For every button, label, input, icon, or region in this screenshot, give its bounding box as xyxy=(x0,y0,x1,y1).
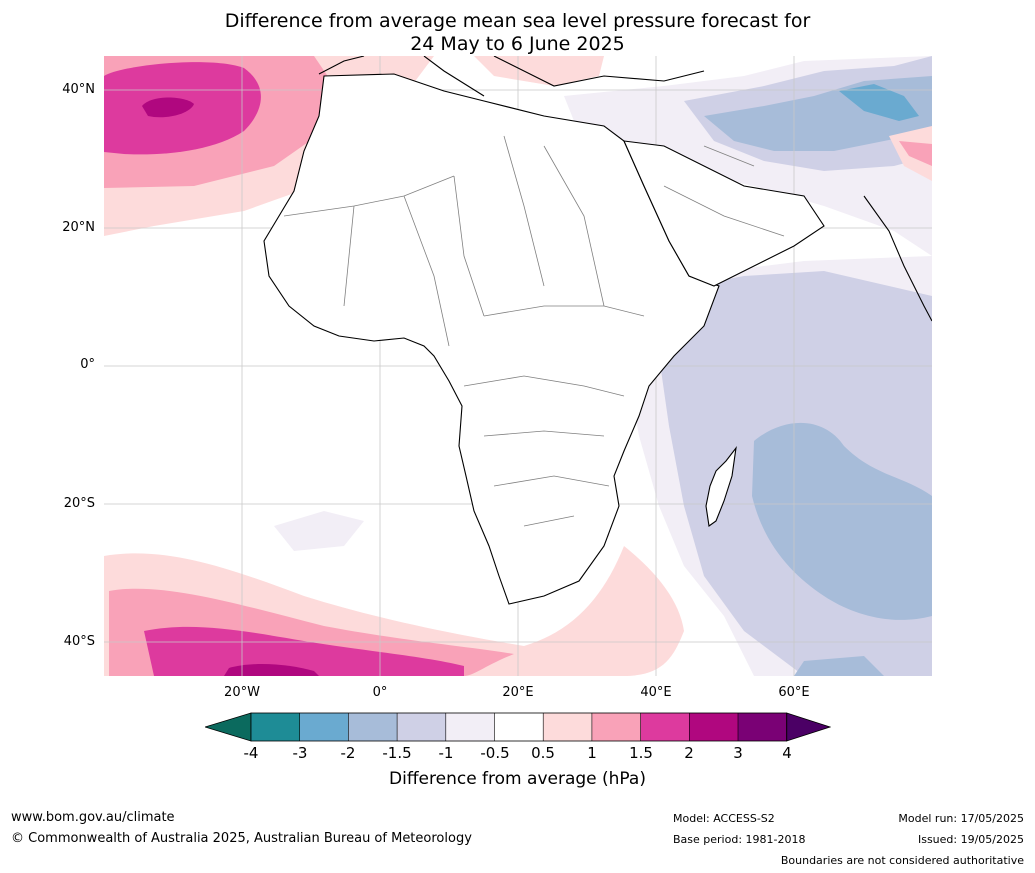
colorbar-bin-m3-m2 xyxy=(299,713,349,741)
anomaly-region-p15-south xyxy=(144,626,464,676)
anomaly-region-m05-satl xyxy=(274,511,364,551)
colorbar-tick-p05: 0.5 xyxy=(531,744,555,762)
lon-label-40e: 40°E xyxy=(640,685,672,700)
colorbar-bin-2-3 xyxy=(689,713,738,741)
colorbar-tick-m3: -3 xyxy=(292,744,308,762)
colorbar-bin-m1-m05 xyxy=(445,713,495,741)
colorbar-tick-m15: -1.5 xyxy=(382,744,412,762)
lon-label-60e: 60°E xyxy=(778,685,810,700)
footer-issued: Issued: 19/05/2025 xyxy=(917,833,1024,846)
colorbar-cap-high xyxy=(786,712,831,742)
footer-copyright: © Commonwealth of Australia 2025, Austra… xyxy=(11,831,472,846)
map-title-line-2: 24 May to 6 June 2025 xyxy=(410,33,625,55)
anomaly-region-p1-himalaya xyxy=(899,141,932,166)
lon-label-20w: 20°W xyxy=(224,685,260,700)
lon-label-0: 0° xyxy=(372,685,388,700)
colorbar-bin-m05-05 xyxy=(494,713,544,741)
colorbar-tick-m4: -4 xyxy=(243,744,259,762)
anomaly-region-p2-nw xyxy=(142,97,194,118)
colorbar-cap-low xyxy=(205,712,252,742)
anomaly-region-p2-south xyxy=(224,664,319,676)
colorbar-outline xyxy=(250,712,788,742)
colorbar-bin-3-4 xyxy=(738,713,787,741)
lat-label-40s: 40°S xyxy=(63,634,95,649)
footer-url[interactable]: www.bom.gov.au/climate xyxy=(11,810,175,825)
colorbar-tick-p2: 2 xyxy=(684,744,694,762)
colorbar-bin-m2-m15 xyxy=(348,713,398,741)
lon-label-20e: 20°E xyxy=(502,685,534,700)
colorbar-bin-15-2 xyxy=(640,713,690,741)
footer-model: Model: ACCESS-S2 xyxy=(673,812,775,825)
anomaly-region-m2-asia xyxy=(839,84,919,121)
footer-disclaimer: Boundaries are not considered authoritat… xyxy=(780,854,1024,867)
colorbar xyxy=(205,712,831,742)
anomaly-region-m15-south xyxy=(794,656,884,676)
map-title-line-1: Difference from average mean sea level p… xyxy=(224,10,811,32)
country-borders xyxy=(283,135,785,527)
colorbar-tick-m2: -2 xyxy=(340,744,356,762)
arabia-coastline xyxy=(623,140,825,287)
footer-base-period: Base period: 1981-2018 xyxy=(673,833,806,846)
lat-label-0: 0° xyxy=(80,357,95,372)
colorbar-tick-p1: 1 xyxy=(587,744,597,762)
colorbar-tick-p15: 1.5 xyxy=(629,744,653,762)
india-coastline xyxy=(863,195,932,322)
footer-model-run: Model run: 17/05/2025 xyxy=(898,812,1024,825)
colorbar-tick-p4: 4 xyxy=(782,744,792,762)
lat-label-20n: 20°N xyxy=(62,220,95,235)
colorbar-bin-m15-m1 xyxy=(397,713,446,741)
lat-label-40n: 40°N xyxy=(62,82,95,97)
anomaly-region-m15-indian xyxy=(752,422,932,620)
colorbar-tick-m1: -1 xyxy=(438,744,454,762)
anomaly-region-p05-med2 xyxy=(474,56,604,86)
pressure-anomaly-map xyxy=(104,56,932,676)
lat-label-20s: 20°S xyxy=(63,496,95,511)
colorbar-bin-1-15 xyxy=(591,713,641,741)
europe-coastline xyxy=(318,56,705,97)
colorbar-label: Difference from average (hPa) xyxy=(389,769,646,789)
colorbar-bin-m4-m3 xyxy=(251,713,300,741)
colorbar-bin-05-1 xyxy=(543,713,592,741)
madagascar-coastline xyxy=(705,446,737,527)
colorbar-tick-m05: -0.5 xyxy=(480,744,510,762)
colorbar-tick-p3: 3 xyxy=(733,744,743,762)
